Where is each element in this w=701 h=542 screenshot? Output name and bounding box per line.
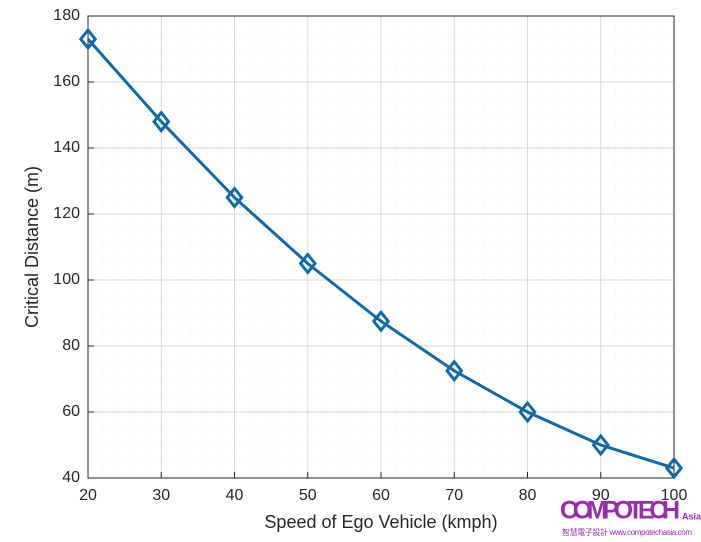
y-tick-label: 80 bbox=[62, 337, 80, 354]
x-tick-label: 20 bbox=[79, 487, 97, 504]
y-tick-label: 120 bbox=[53, 205, 80, 222]
y-tick-label: 160 bbox=[53, 73, 80, 90]
y-tick-label: 100 bbox=[53, 271, 80, 288]
axes-box bbox=[87, 15, 675, 479]
x-tick-label: 50 bbox=[299, 487, 317, 504]
data-marker bbox=[445, 359, 464, 383]
data-marker bbox=[78, 27, 98, 51]
data-marker bbox=[591, 433, 610, 457]
y-tick-label: 180 bbox=[53, 7, 80, 24]
y-tick-label: 140 bbox=[53, 139, 80, 156]
y-axis-label: Critical Distance (m) bbox=[22, 166, 42, 328]
watermark-tagline: 智慧電子設計 www.compotechasia.com bbox=[562, 527, 692, 537]
x-tick-label: 30 bbox=[152, 487, 170, 504]
data-marker bbox=[664, 456, 684, 480]
watermark-brand: COMPOTECH bbox=[560, 497, 680, 525]
x-tick-label: 60 bbox=[372, 487, 390, 504]
series-line bbox=[86, 38, 675, 470]
data-marker bbox=[225, 186, 244, 209]
y-tick-label: 60 bbox=[62, 403, 80, 420]
watermark-region: Asia bbox=[682, 511, 701, 521]
x-tick-label: 90 bbox=[592, 487, 610, 504]
data-marker bbox=[518, 400, 537, 424]
x-axis-label: Speed of Ego Vehicle (kmph) bbox=[264, 512, 497, 532]
x-tick-label: 80 bbox=[519, 487, 537, 504]
x-tick-label: 100 bbox=[661, 487, 688, 504]
x-tick-label: 40 bbox=[226, 487, 244, 504]
data-marker bbox=[371, 309, 391, 333]
y-tick-label: 40 bbox=[62, 469, 80, 486]
x-tick-label: 70 bbox=[445, 487, 463, 504]
data-marker bbox=[152, 110, 171, 134]
data-marker bbox=[298, 252, 317, 275]
